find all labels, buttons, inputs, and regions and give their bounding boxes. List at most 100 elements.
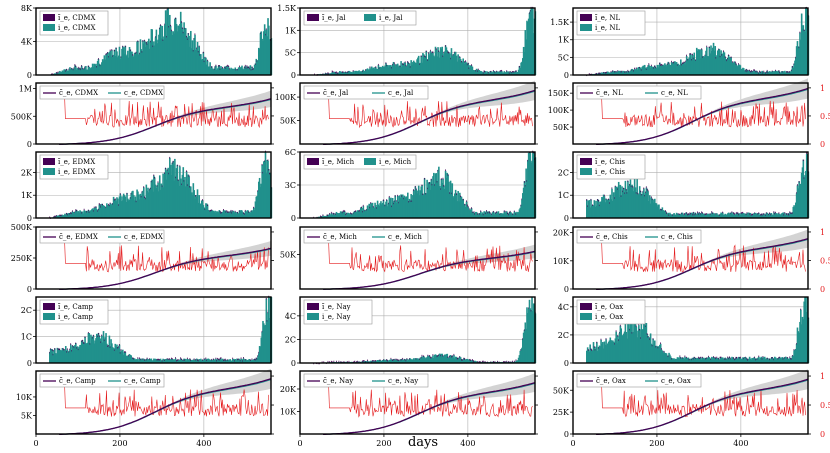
incidence-bar [365, 210, 367, 218]
reconstructed-bar [157, 358, 159, 361]
incidence-bar [364, 70, 366, 75]
reconstructed-bar [529, 12, 530, 14]
reconstructed-bar [603, 194, 605, 197]
incidence-bar [417, 358, 420, 363]
incidence-bar [190, 30, 192, 75]
reconstructed-bar [783, 214, 785, 216]
incidence-bar [603, 196, 606, 218]
reconstructed-bar [755, 70, 756, 73]
incidence-bar [422, 356, 425, 363]
reconstructed-bar [132, 357, 134, 359]
incidence-bar [484, 71, 486, 75]
legend-swatch-reconstructed [580, 158, 592, 165]
incidence-bar [265, 298, 268, 363]
incidence-bar [470, 65, 473, 75]
reconstructed-bar [254, 358, 256, 361]
reconstructed-bar [704, 213, 706, 216]
incidence-bar [516, 72, 518, 75]
reconstructed-bar [588, 73, 590, 75]
incidence-bar [674, 214, 676, 218]
incidence-bar [110, 56, 112, 75]
incidence-bar [495, 211, 498, 218]
incidence-bar [225, 359, 227, 363]
incidence-bar [755, 213, 758, 218]
incidence-bar [623, 331, 626, 363]
legend-label: i_e, NL [595, 24, 620, 32]
reconstructed-bar [470, 359, 472, 362]
incidence-bar [241, 358, 243, 363]
incidence-bar [122, 354, 125, 363]
incidence-bar [732, 212, 735, 218]
incidence-bar [106, 343, 108, 363]
incidence-bar [726, 60, 728, 75]
reconstructed-bar [677, 213, 679, 215]
incidence-bar [635, 192, 638, 218]
incidence-bar [753, 70, 755, 75]
incidence-bar [104, 59, 107, 75]
legend: c̃_e, Jal c_e, Jal [303, 85, 429, 100]
incidence-bar [521, 58, 524, 75]
reconstructed-bar [404, 61, 406, 63]
reconstructed-bar [76, 209, 77, 212]
incidence-bar [703, 56, 706, 75]
incidence-bar [514, 71, 517, 75]
incidence-bar [457, 191, 459, 218]
incidence-bar [763, 214, 766, 218]
reconstructed-bar [382, 359, 384, 361]
incidence-bar [240, 66, 242, 75]
incidence-bar [93, 343, 96, 363]
reconstructed-bar [142, 358, 144, 360]
incidence-bar [707, 356, 710, 363]
incidence-bar [664, 64, 667, 75]
reconstructed-bar [124, 45, 126, 48]
incidence-bar [735, 357, 738, 363]
incidence-bar [263, 161, 265, 218]
incidence-bar [218, 65, 221, 75]
incidence-bar [380, 67, 383, 75]
incidence-bar [248, 359, 251, 363]
reconstructed-bar [424, 192, 426, 195]
reconstructed-bar [754, 212, 755, 214]
incidence-bar [357, 210, 360, 218]
incidence-bar [200, 358, 202, 363]
incidence-bar [118, 344, 121, 363]
incidence-bar [375, 67, 377, 75]
incidence-bar [652, 66, 654, 75]
reconstructed-bar [159, 27, 161, 30]
incidence-bar [237, 359, 240, 363]
reconstructed-bar [405, 359, 407, 362]
incidence-bar [195, 196, 198, 218]
incidence-bar [90, 68, 92, 75]
incidence-bar [66, 214, 69, 218]
legend-label: c̃_e, Oax [596, 376, 626, 385]
incidence-bar [703, 358, 706, 363]
reconstructed-bar [590, 198, 592, 201]
incidence-bar [687, 58, 690, 75]
incidence-bar [629, 70, 632, 75]
incidence-bar [171, 35, 174, 75]
incidence-bar [465, 201, 468, 218]
incidence-bar [94, 207, 96, 218]
reconstructed-bar [665, 210, 667, 212]
incidence-bar [99, 204, 101, 218]
incidence-bar [78, 346, 80, 363]
incidence-bar [102, 331, 105, 363]
reconstructed-bar [484, 71, 486, 73]
reconstructed-bar [769, 212, 771, 214]
reconstructed-bar [720, 356, 722, 359]
incidence-bar [357, 71, 360, 75]
incidence-bar [182, 167, 185, 218]
reconstructed-bar [139, 358, 141, 361]
reconstructed-bar [701, 48, 703, 50]
incidence-bar [633, 191, 635, 218]
legend-box [576, 85, 702, 100]
incidence-bar [145, 42, 148, 75]
incidence-bar [439, 355, 442, 363]
reconstructed-bar [746, 212, 748, 214]
incidence-bar [507, 71, 510, 75]
incidence-bar [468, 359, 470, 363]
incidence-bar [92, 210, 95, 218]
incidence-bar [690, 358, 693, 363]
incidence-bar [698, 212, 701, 218]
